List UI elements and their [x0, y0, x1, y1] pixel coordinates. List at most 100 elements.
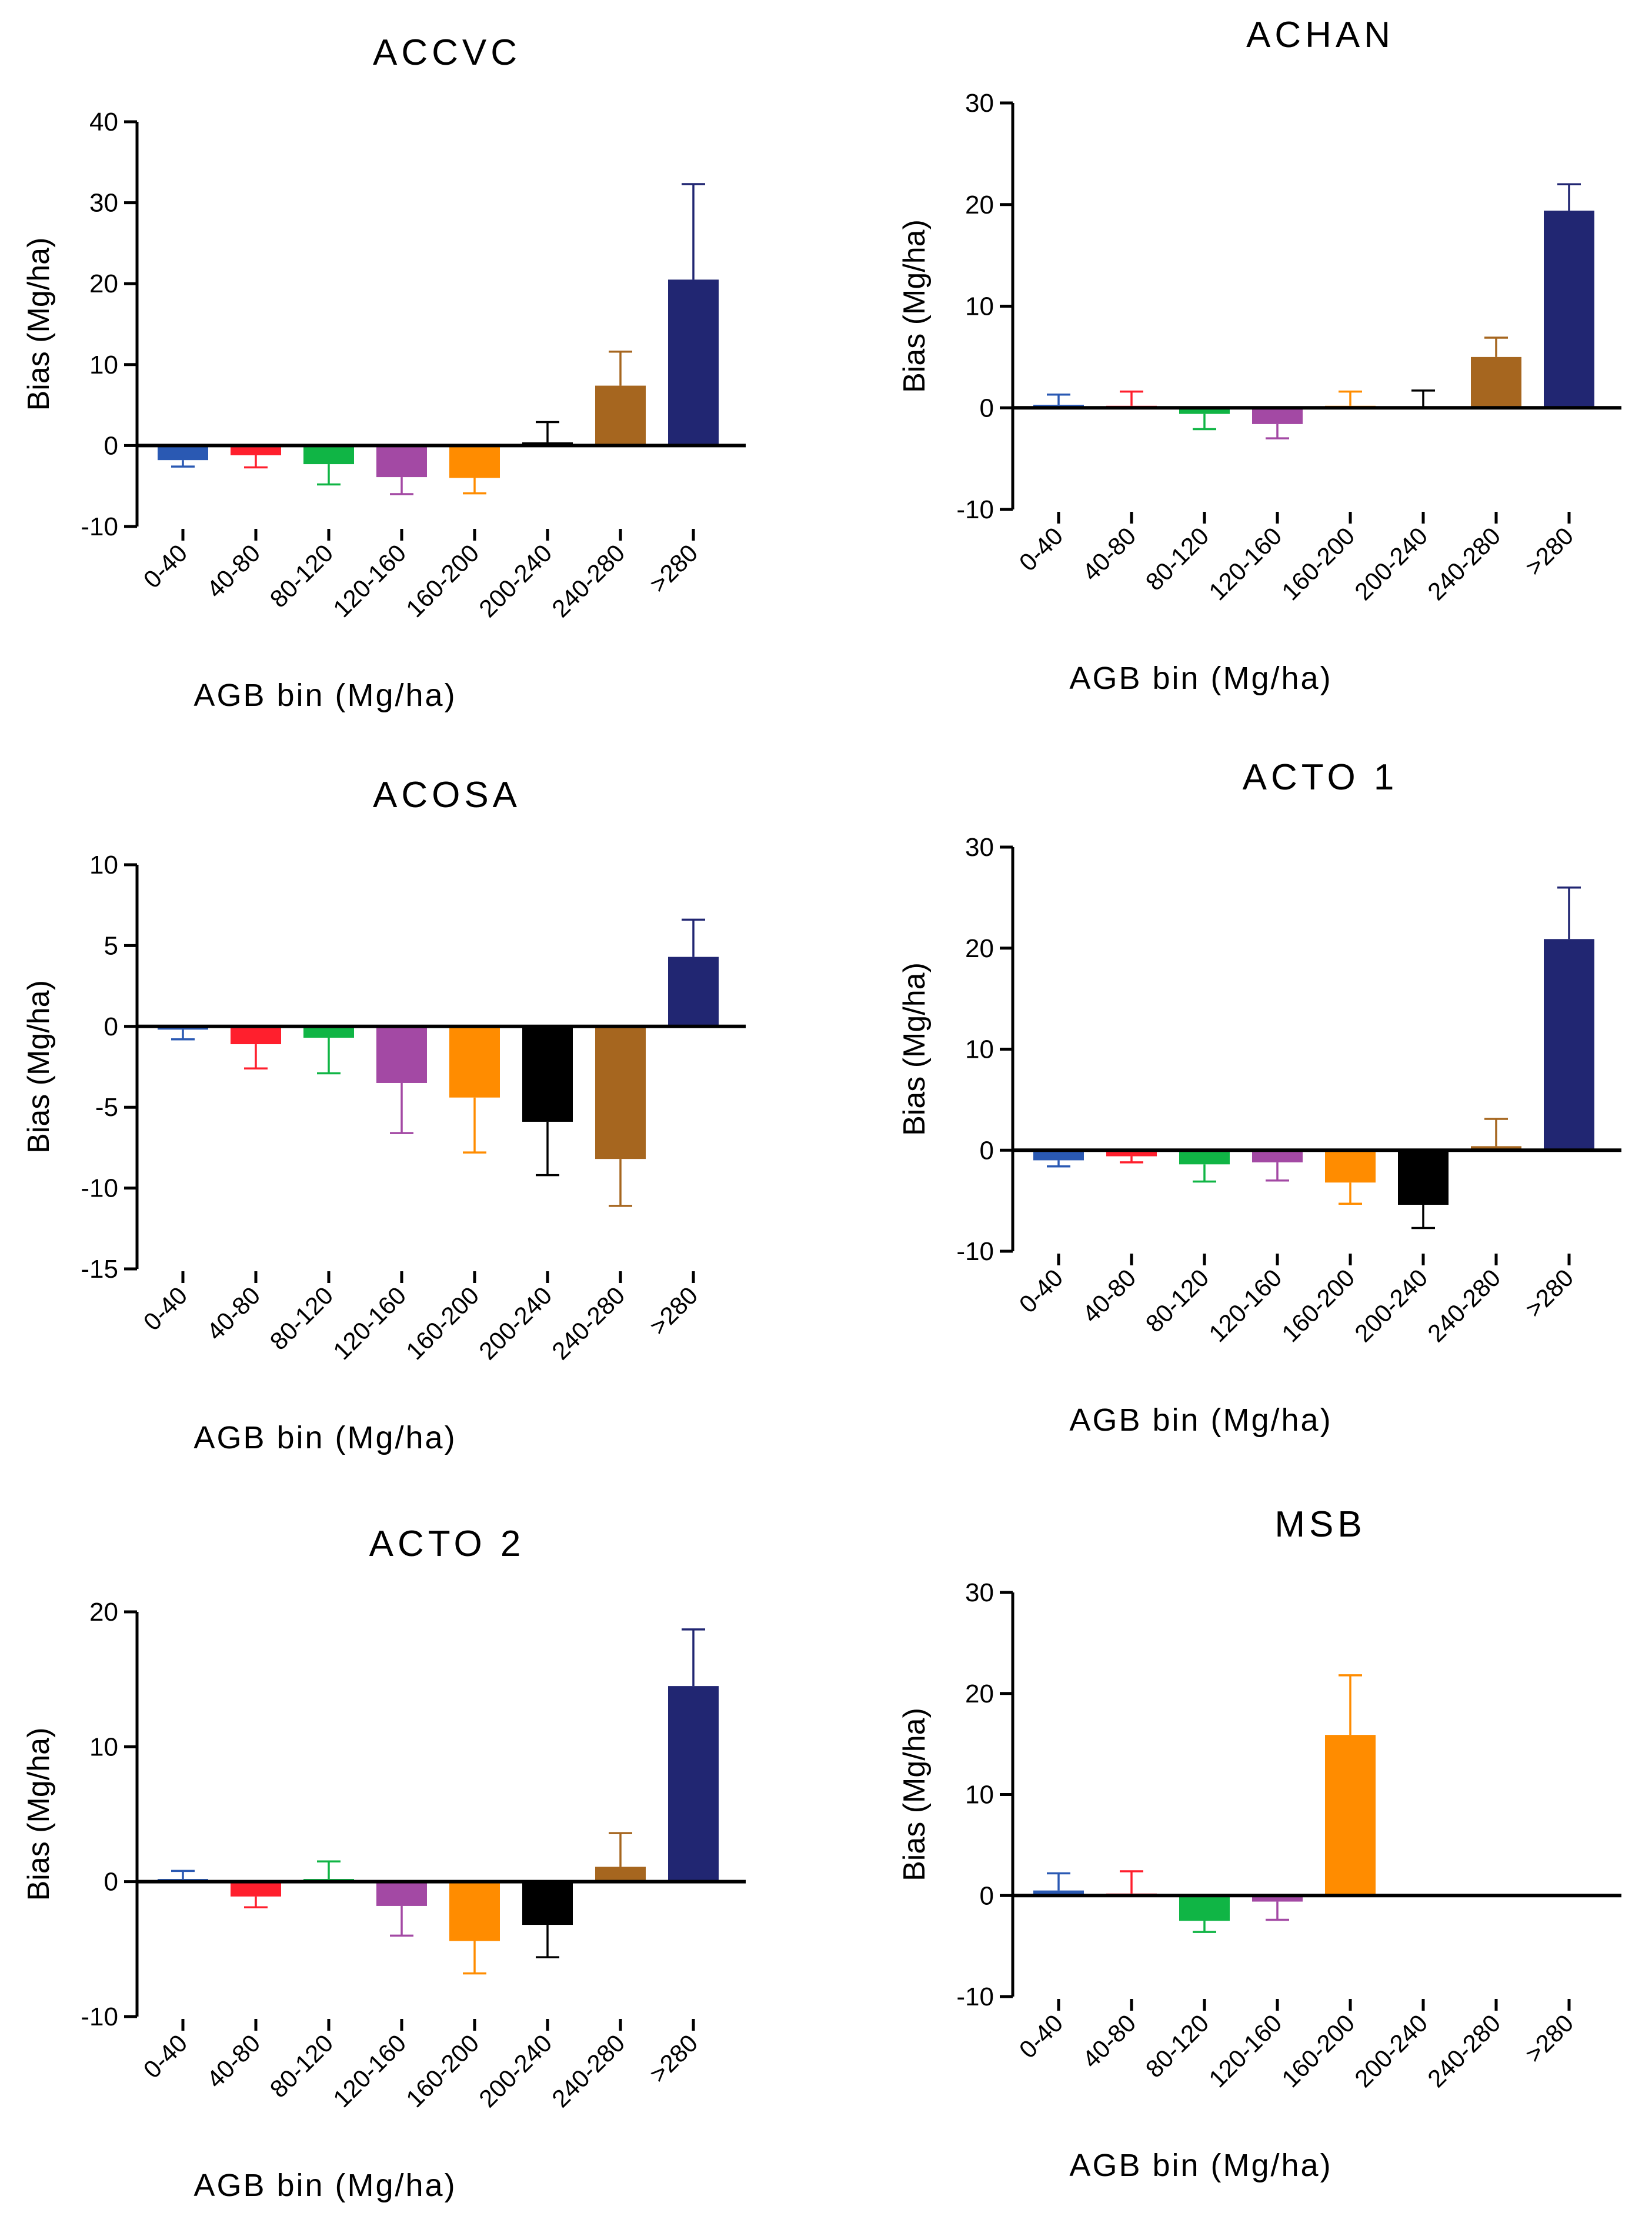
y-tick-label: 20 [89, 1598, 118, 1627]
y-tick-label: 20 [965, 191, 994, 219]
bar-200-240 [1398, 1150, 1449, 1205]
x-tick-label: >280 [644, 539, 703, 598]
y-tick-label: -10 [81, 1174, 118, 1203]
y-tick-label: -15 [81, 1255, 118, 1284]
bar-160-200 [449, 445, 500, 478]
x-tick-label: 0-40 [1014, 2009, 1069, 2064]
x-tick-label: 40-80 [201, 2029, 265, 2093]
y-tick-label: 30 [965, 89, 994, 118]
x-axis-label: AGB bin (Mg/ha) [1069, 661, 1332, 696]
bar-40-80 [231, 1881, 281, 1897]
bar-240-280 [1471, 356, 1521, 408]
bar-40-80 [231, 1026, 281, 1045]
y-tick-label: -10 [81, 512, 118, 541]
x-tick-label: 240-280 [1422, 2009, 1506, 2092]
chart-title: ACTO 2 [369, 1524, 525, 1564]
x-tick-label: 80-120 [1140, 2009, 1214, 2083]
x-tick-label: 40-80 [1077, 1264, 1141, 1328]
y-tick-label: 0 [980, 394, 994, 422]
x-tick-label: 120-160 [1203, 1264, 1287, 1347]
x-tick-label: 200-240 [473, 1281, 557, 1365]
bar-80-120 [1179, 408, 1230, 414]
y-axis-label: Bias (Mg/ha) [22, 1728, 56, 1901]
bar-160-200 [1325, 1735, 1376, 1896]
y-tick-label: 20 [965, 1680, 994, 1708]
y-tick-label: -10 [956, 495, 994, 524]
x-tick-label: >280 [1520, 1264, 1578, 1322]
y-tick-label: 30 [965, 1578, 994, 1607]
y-tick-label: 20 [89, 269, 118, 298]
x-tick-label: 240-280 [1422, 1264, 1506, 1347]
x-tick-label: 80-120 [265, 539, 339, 613]
x-tick-label: 40-80 [1077, 2009, 1141, 2073]
x-tick-label: 40-80 [201, 1281, 265, 1345]
y-axis-label: Bias (Mg/ha) [22, 980, 56, 1154]
bar-160-200 [449, 1881, 500, 1941]
bar-80-120 [303, 1026, 354, 1038]
x-tick-label: 240-280 [1422, 522, 1506, 605]
bar-0-40 [1033, 1150, 1084, 1161]
x-tick-label: 160-200 [401, 2029, 484, 2112]
y-tick-label: 20 [965, 934, 994, 963]
x-tick-label: 0-40 [1014, 522, 1069, 577]
bar-240-280 [595, 385, 646, 446]
bar-240-280 [1471, 1146, 1521, 1151]
y-tick-label: 10 [965, 292, 994, 321]
x-tick-label: 160-200 [401, 1281, 484, 1365]
x-tick-label: 0-40 [1014, 1264, 1069, 1318]
bar-200-240 [522, 1026, 573, 1122]
bar-80-120 [303, 445, 354, 465]
x-tick-label: 200-240 [1349, 2009, 1433, 2092]
x-tick-label: 0-40 [138, 1281, 193, 1336]
x-tick-label: 0-40 [138, 2029, 193, 2084]
x-tick-label: 120-160 [328, 539, 411, 622]
y-tick-label: -10 [81, 2002, 118, 2031]
y-tick-label: 10 [89, 1732, 118, 1761]
y-tick-label: -10 [956, 1982, 994, 2011]
bar->280 [1544, 211, 1594, 408]
y-axis-label: Bias (Mg/ha) [897, 1708, 932, 1881]
x-tick-label: >280 [1520, 2009, 1578, 2068]
bar-120-160 [1252, 1895, 1303, 1902]
x-tick-label: 160-200 [401, 539, 484, 622]
y-tick-label: 0 [104, 1012, 118, 1041]
x-axis-label: AGB bin (Mg/ha) [193, 678, 456, 713]
bar-80-120 [1179, 1150, 1230, 1165]
bar-120-160 [376, 1881, 427, 1906]
bar-200-240 [522, 1881, 573, 1925]
bar-120-160 [376, 445, 427, 478]
y-tick-label: 10 [89, 351, 118, 379]
y-tick-label: -10 [956, 1237, 994, 1266]
bar-160-200 [1325, 1150, 1376, 1183]
bar-40-80 [231, 445, 281, 455]
x-tick-label: 120-160 [1203, 522, 1287, 605]
x-tick-label: 40-80 [1077, 522, 1141, 586]
y-tick-label: 30 [965, 833, 994, 862]
y-axis-label: Bias (Mg/ha) [897, 962, 932, 1136]
x-axis-label: AGB bin (Mg/ha) [193, 1420, 456, 1455]
x-tick-label: 160-200 [1276, 1264, 1360, 1347]
x-tick-label: 120-160 [328, 1281, 411, 1365]
y-axis-label: Bias (Mg/ha) [22, 238, 56, 411]
y-tick-label: -5 [95, 1093, 118, 1122]
x-tick-label: 240-280 [546, 539, 630, 622]
x-tick-label: 80-120 [265, 2029, 339, 2103]
x-tick-label: 80-120 [265, 1281, 339, 1355]
y-axis-label: Bias (Mg/ha) [897, 219, 932, 393]
chart-panel-acto-1: ACTO 1 Bias (Mg/ha) -10 0 10 20 30 0-40 40-8080-… [897, 757, 1621, 1438]
x-tick-label: 80-120 [1140, 1264, 1214, 1338]
y-tick-label: 30 [89, 189, 118, 218]
chart-panel-achan: ACHAN Bias (Mg/ha) -10 0 10 20 30 0-40 40-8080-1… [897, 15, 1621, 696]
chart-title: ACOSA [373, 775, 521, 815]
x-tick-label: 120-160 [1203, 2009, 1287, 2092]
chart-title: ACTO 1 [1243, 757, 1399, 798]
bar-80-120 [1179, 1895, 1230, 1921]
bar-160-200 [449, 1026, 500, 1098]
bar-40-80 [1106, 1150, 1157, 1157]
y-tick-label: 10 [965, 1781, 994, 1810]
x-tick-label: 160-200 [1276, 2009, 1360, 2092]
chart-panel-acosa: ACOSA Bias (Mg/ha) -15 -10 -5 0 5 10 0-40 40-8080… [22, 775, 746, 1455]
chart-title: ACCVC [373, 32, 521, 73]
chart-panel-acto-2: ACTO 2 Bias (Mg/ha) -10 0 10 20 0-40 40-8080-12… [22, 1524, 746, 2203]
y-tick-label: 10 [89, 851, 118, 879]
